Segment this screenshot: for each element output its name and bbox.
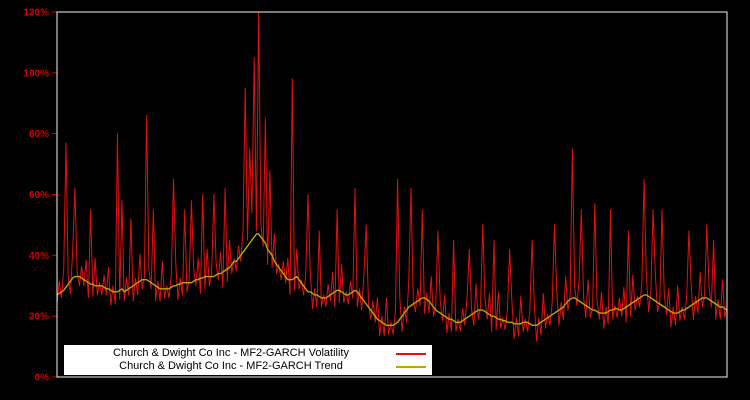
y-axis-label: 40% [29,251,49,262]
trend-series-line [56,233,728,326]
legend-item-trend: Church & Dwight Co Inc - MF2-GARCH Trend [70,360,426,373]
y-axis-label: 60% [29,190,49,201]
y-axis-label: 0% [35,373,50,384]
legend-line-sample-trend [396,365,426,368]
y-axis-label: 100% [23,68,49,79]
chart-legend: Church & Dwight Co Inc - MF2-GARCH Volat… [64,345,432,375]
legend-label-volatility: Church & Dwight Co Inc - MF2-GARCH Volat… [113,347,349,359]
volatility-series-line [56,11,728,341]
y-axis-label: 120% [23,8,49,19]
legend-item-volatility: Church & Dwight Co Inc - MF2-GARCH Volat… [70,347,426,360]
plot-frame [56,11,728,378]
legend-line-sample-volatility [396,352,426,355]
y-axis-label: 20% [29,312,49,323]
y-axis-label: 80% [29,129,49,140]
legend-label-trend: Church & Dwight Co Inc - MF2-GARCH Trend [119,360,343,372]
